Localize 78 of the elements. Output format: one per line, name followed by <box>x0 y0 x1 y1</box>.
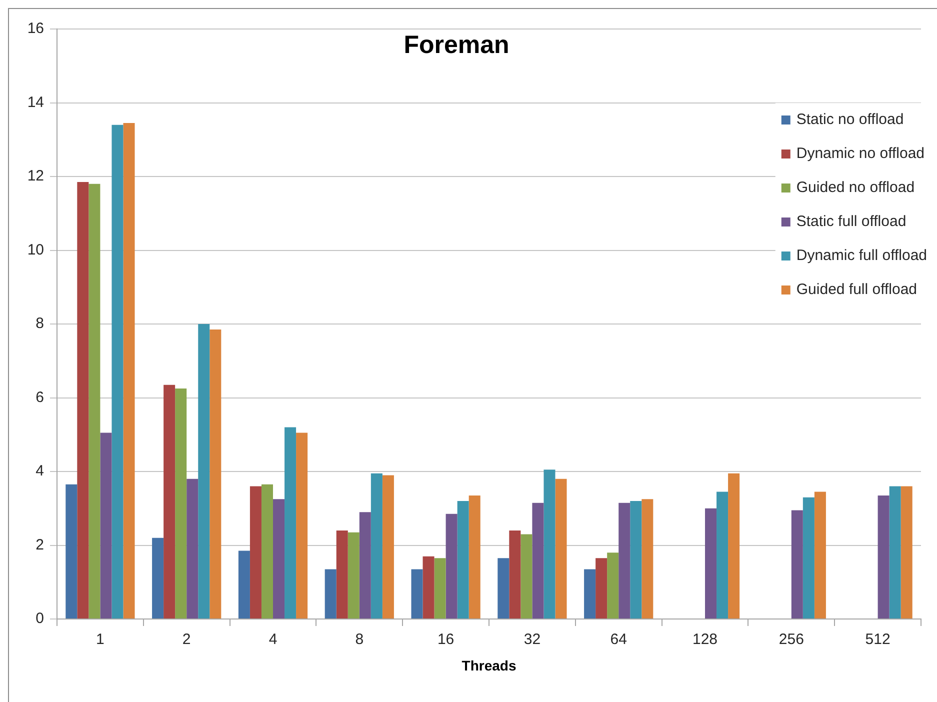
legend-label: Static full offload <box>796 213 906 230</box>
bar <box>596 558 608 618</box>
x-tick-label: 512 <box>865 631 890 648</box>
bar <box>77 182 89 618</box>
bar <box>422 556 434 618</box>
bar <box>370 473 382 618</box>
bar <box>618 502 630 618</box>
x-tick-label: 32 <box>524 631 541 648</box>
bar <box>261 484 273 618</box>
bar <box>532 502 544 618</box>
x-tick-label: 64 <box>610 631 627 648</box>
y-tick-label: 2 <box>36 536 44 554</box>
bar <box>520 534 532 618</box>
bar <box>164 384 176 618</box>
bar <box>88 184 100 618</box>
y-tick-label: 14 <box>27 94 44 111</box>
y-tick-label: 6 <box>36 388 44 406</box>
bar <box>446 514 458 618</box>
bar <box>498 558 510 618</box>
bar <box>584 569 596 618</box>
y-tick-label: 12 <box>27 168 44 185</box>
bar <box>382 475 394 618</box>
bar <box>175 388 187 618</box>
bar <box>100 432 112 618</box>
legend-label: Guided no offload <box>796 179 915 196</box>
bar <box>728 473 740 618</box>
x-tick-label: 128 <box>692 631 718 648</box>
bar <box>457 501 469 618</box>
y-tick-label: 8 <box>36 315 44 332</box>
y-tick-label: 0 <box>36 610 44 628</box>
bar <box>210 330 222 618</box>
bar <box>411 569 423 618</box>
bar <box>642 499 654 618</box>
bar <box>324 569 336 618</box>
x-tick-label: 1 <box>96 631 104 648</box>
legend-label: Static no offload <box>796 111 904 128</box>
bar <box>716 492 728 618</box>
bar <box>900 486 912 618</box>
bar <box>296 432 308 618</box>
bar <box>791 510 803 618</box>
x-tick-label: 16 <box>437 631 454 648</box>
y-tick-label: 4 <box>36 462 44 480</box>
bar <box>123 123 135 618</box>
bar <box>152 538 164 618</box>
bar <box>814 492 826 618</box>
x-tick-label: 256 <box>778 631 804 648</box>
legend-label: Dynamic full offload <box>796 247 928 264</box>
bar <box>250 486 262 618</box>
bar <box>878 495 890 618</box>
bar <box>186 478 198 618</box>
bar <box>705 508 717 618</box>
bar <box>630 501 642 618</box>
x-tick-label: 8 <box>355 631 364 648</box>
y-tick-label: 16 <box>27 20 44 38</box>
bar <box>284 427 296 618</box>
bar <box>348 532 360 618</box>
bar <box>802 497 814 618</box>
bar <box>544 470 556 618</box>
bar <box>434 558 446 618</box>
bar <box>889 486 901 618</box>
bar <box>238 550 250 618</box>
bar <box>468 495 480 618</box>
bar <box>607 552 619 618</box>
bar <box>273 499 285 618</box>
legend-label: Guided full offload <box>796 281 918 298</box>
bar <box>359 512 371 618</box>
x-tick-label: 4 <box>268 631 278 648</box>
y-tick-label: 10 <box>27 241 44 258</box>
bar <box>198 324 210 618</box>
bar <box>555 478 567 618</box>
bar <box>66 484 78 618</box>
x-tick-label: 2 <box>182 631 191 648</box>
chart-title: Foreman <box>404 30 510 59</box>
bar <box>336 530 348 618</box>
bar <box>509 530 521 618</box>
legend-label: Dynamic no offload <box>796 145 925 162</box>
bar <box>112 124 124 618</box>
x-axis-title: Threads <box>462 657 516 674</box>
